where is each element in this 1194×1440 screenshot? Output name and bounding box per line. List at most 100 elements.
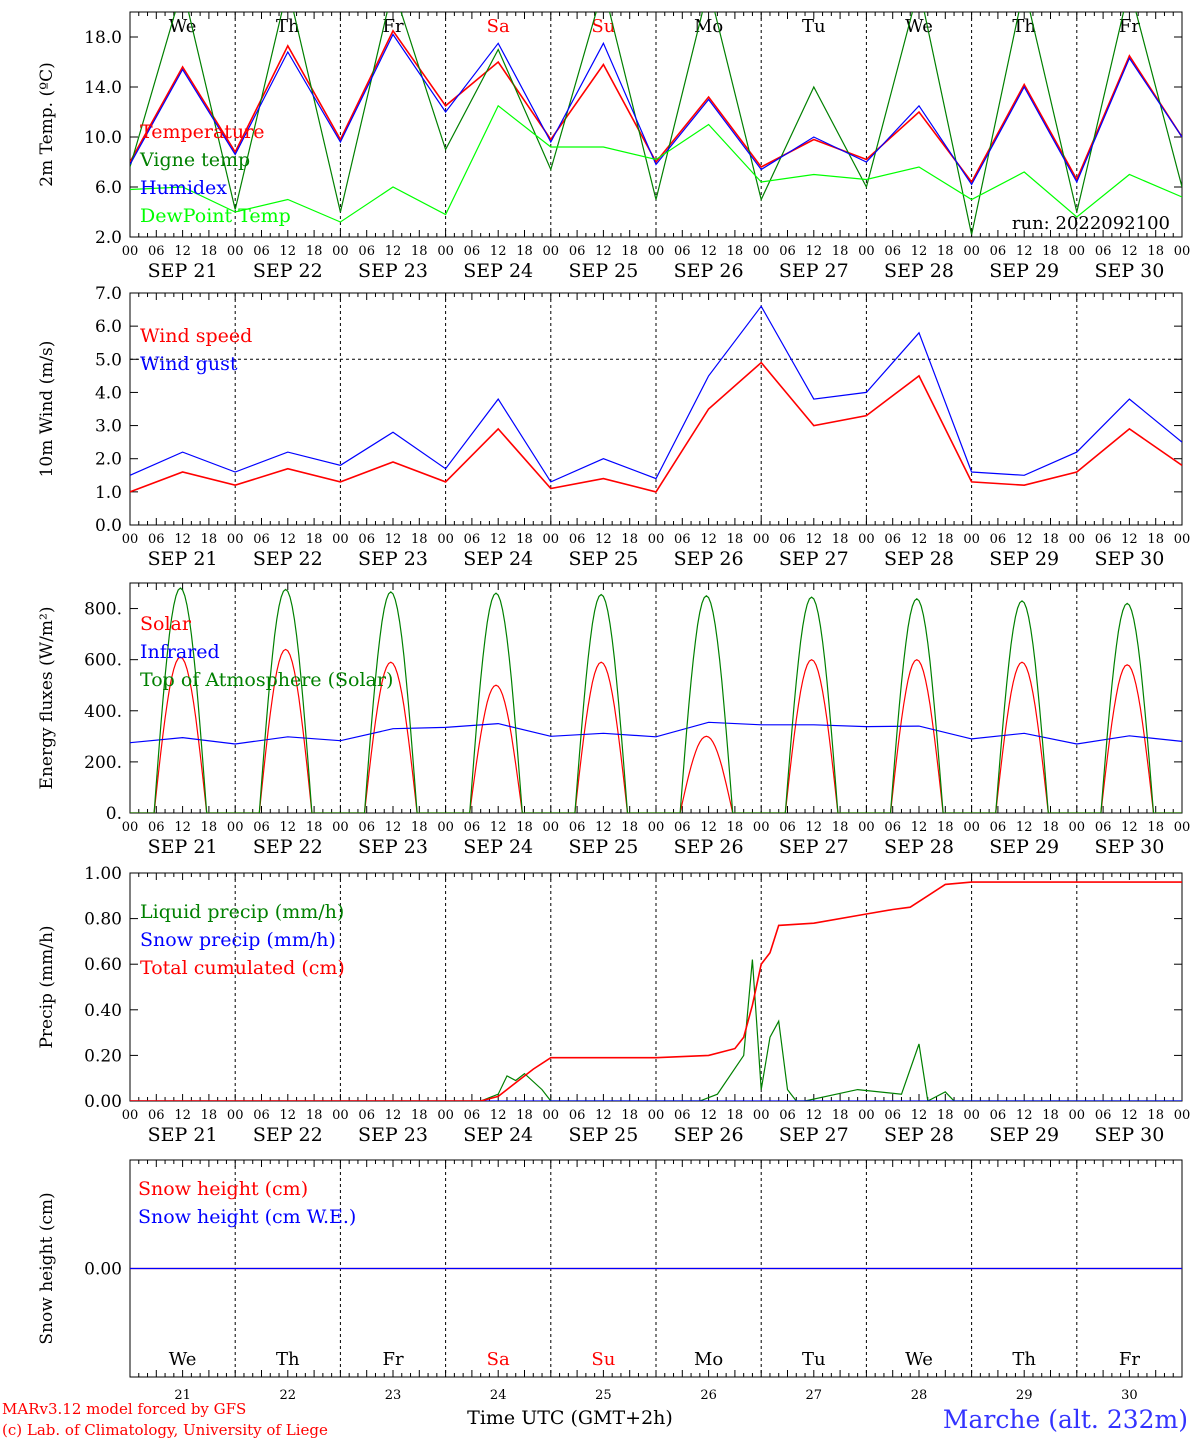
y-tick-label: 0.80 [84,910,122,930]
date-label: SEP 24 [463,1124,533,1146]
date-label: SEP 27 [779,260,849,282]
y-tick-label: 200. [84,753,122,773]
y-tick-label: 10.0 [84,128,122,148]
footer-model-line: MARv3.12 model forced by GFS [2,1400,246,1418]
hour-tick-label: 12 [700,1108,717,1123]
hour-tick-label: 18 [727,244,744,259]
hour-tick-label: 00 [648,1108,665,1123]
hour-tick-label: 18 [621,1108,638,1123]
y-tick-label: 800. [84,600,122,620]
hour-tick-label: 00 [122,820,139,835]
y-tick-label: 0.0 [95,516,122,536]
y-tick-label: 2.0 [95,228,122,248]
hour-tick-label: 12 [385,244,402,259]
hour-tick-label: 12 [385,820,402,835]
legend-entry: Snow height (cm) [138,1178,308,1200]
legend-entry: Top of Atmosphere (Solar) [140,669,393,691]
hour-tick-label: 18 [832,532,849,547]
hour-tick-label: 12 [1121,820,1138,835]
hour-tick-label: 18 [1147,532,1164,547]
date-label: SEP 28 [884,836,954,858]
date-label: SEP 28 [884,1124,954,1146]
date-label: SEP 21 [148,1124,218,1146]
hour-tick-label: 12 [1121,244,1138,259]
hour-tick-label: 06 [569,820,586,835]
hour-tick-label: 00 [1069,244,1086,259]
date-label: SEP 26 [674,1124,744,1146]
series-line [130,587,1182,813]
date-label: SEP 28 [884,260,954,282]
date-label: SEP 27 [779,548,849,570]
hour-tick-label: 12 [595,532,612,547]
y-axis-label: Energy fluxes (W/m²) [37,607,57,790]
weekday-label: We [905,1349,933,1370]
hour-tick-label: 12 [174,244,191,259]
hour-tick-label: 06 [253,244,270,259]
legend-entry: Wind gust [140,353,238,375]
hour-tick-label: 06 [674,244,691,259]
hour-tick-label: 06 [1095,820,1112,835]
hour-tick-label: 18 [937,1108,954,1123]
date-label: SEP 28 [884,548,954,570]
weekday-label: Tu [802,16,826,37]
hour-tick-label: 12 [700,532,717,547]
weekday-label: Su [591,1349,615,1370]
day-number-label: 22 [280,1388,297,1403]
hour-tick-label: 06 [674,820,691,835]
hour-tick-label: 00 [437,244,454,259]
hour-tick-label: 00 [1174,244,1191,259]
hour-tick-label: 06 [884,244,901,259]
hour-tick-label: 00 [122,1108,139,1123]
weekday-label: Th [276,16,300,37]
legend-entry: DewPoint Temp [140,205,291,227]
date-label: SEP 27 [779,1124,849,1146]
hour-tick-label: 18 [621,244,638,259]
y-tick-label: 7.0 [95,284,122,304]
hour-tick-label: 00 [543,532,560,547]
weekday-label: Fr [1119,16,1140,37]
hour-tick-label: 00 [1174,820,1191,835]
panel-flux: 0. 200. 400. 600. 800. Energy fluxes (W/m²) 00… [37,582,1191,858]
date-label: SEP 21 [148,548,218,570]
panel-snow: 0.00 Snow height (cm) We Th Fr Sa Su Mo Tu We Th Fr… [37,1159,1183,1403]
y-tick-label: 2.0 [95,450,122,470]
hour-tick-label: 12 [595,820,612,835]
date-label: SEP 22 [253,548,323,570]
hour-tick-label: 12 [806,820,823,835]
hour-tick-label: 00 [1069,532,1086,547]
hour-tick-label: 18 [306,532,323,547]
day-number-label: 21 [174,1388,191,1403]
hour-tick-label: 06 [358,532,375,547]
hour-tick-label: 00 [753,244,770,259]
hour-tick-label: 12 [595,244,612,259]
date-label: SEP 27 [779,836,849,858]
y-axis-label: 10m Wind (m/s) [37,341,57,478]
hour-tick-label: 18 [832,820,849,835]
date-label: SEP 26 [674,836,744,858]
legend-entry: Liquid precip (mm/h) [140,901,344,923]
y-tick-label: 1.00 [84,864,122,884]
day-number-label: 25 [595,1388,612,1403]
date-label: SEP 30 [1094,548,1164,570]
hour-tick-label: 12 [490,820,507,835]
hour-tick-label: 18 [1147,244,1164,259]
date-label: SEP 30 [1094,1124,1164,1146]
hour-tick-label: 00 [227,820,244,835]
hour-tick-label: 12 [911,532,928,547]
y-tick-label: 0.60 [84,955,122,975]
hour-tick-label: 12 [911,820,928,835]
hour-tick-label: 18 [1042,244,1059,259]
hour-tick-label: 18 [516,1108,533,1123]
y-tick-label: 1.0 [95,483,122,503]
hour-tick-label: 18 [516,820,533,835]
hour-tick-label: 18 [1042,532,1059,547]
panels-group: 2.06.010.014.018.02m Temp. (ºC)00 06 12 18S… [37,11,1191,1403]
hour-tick-label: 00 [227,244,244,259]
hour-tick-label: 12 [806,1108,823,1123]
hour-tick-label: 18 [201,244,218,259]
y-tick-label: 0. [106,804,122,824]
legend-entry: Snow height (cm W.E.) [138,1206,356,1228]
date-label: SEP 23 [358,260,428,282]
day-number-label: 24 [490,1388,507,1403]
hour-tick-label: 00 [1174,532,1191,547]
